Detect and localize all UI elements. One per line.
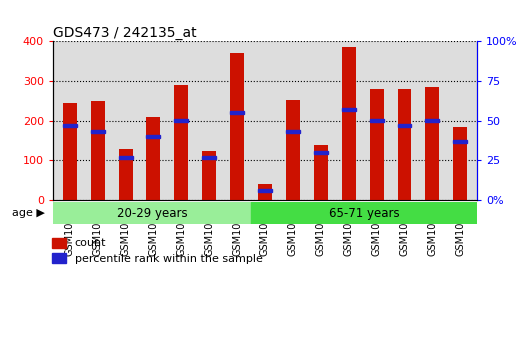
Bar — [314, 145, 328, 200]
Bar — [63, 103, 77, 200]
Text: 65-71 years: 65-71 years — [329, 207, 399, 219]
Bar — [314, 151, 328, 154]
Bar — [91, 101, 104, 200]
Bar — [202, 150, 216, 200]
Bar — [119, 156, 132, 159]
Text: 20-29 years: 20-29 years — [117, 207, 187, 219]
Bar — [91, 130, 104, 134]
Bar — [63, 124, 77, 127]
Bar — [398, 89, 411, 200]
Bar — [174, 119, 188, 122]
Bar — [426, 87, 439, 200]
Bar — [119, 148, 132, 200]
Bar — [426, 119, 439, 122]
Bar — [258, 189, 272, 192]
Text: age ▶: age ▶ — [12, 208, 45, 218]
Bar — [286, 100, 300, 200]
Bar — [398, 124, 411, 127]
Legend: count, percentile rank within the sample: count, percentile rank within the sample — [48, 233, 267, 268]
Bar — [230, 111, 244, 115]
Bar — [230, 53, 244, 200]
Text: GDS473 / 242135_at: GDS473 / 242135_at — [53, 26, 197, 40]
Bar — [146, 135, 161, 138]
Bar — [369, 119, 384, 122]
Bar — [342, 108, 356, 111]
FancyBboxPatch shape — [53, 202, 251, 224]
Bar — [202, 156, 216, 159]
Bar — [369, 89, 384, 200]
FancyBboxPatch shape — [251, 202, 477, 224]
Bar — [258, 184, 272, 200]
Bar — [146, 117, 161, 200]
Bar — [453, 140, 467, 143]
Bar — [174, 85, 188, 200]
Bar — [286, 130, 300, 134]
Bar — [342, 47, 356, 200]
Bar — [453, 127, 467, 200]
